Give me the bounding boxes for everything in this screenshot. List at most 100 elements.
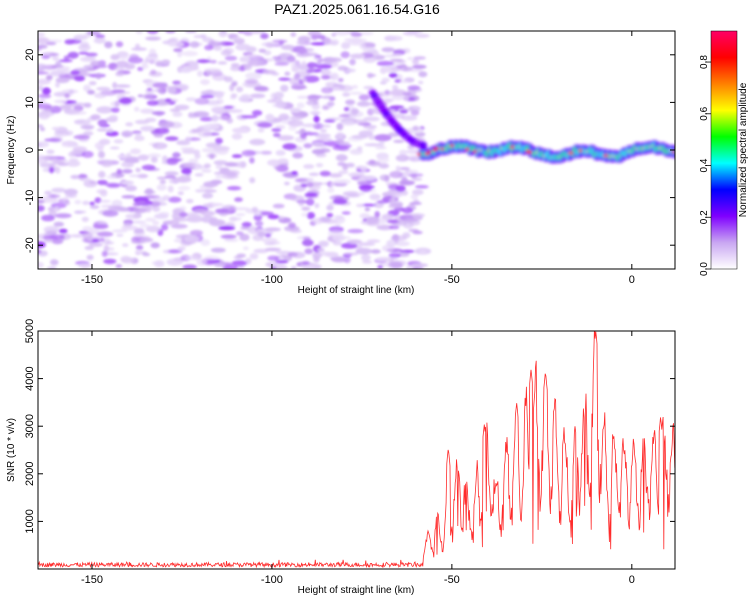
noise-blob (257, 127, 265, 133)
noise-blob (116, 233, 124, 237)
noise-blobs (38, 31, 432, 269)
noise-blob (125, 122, 134, 127)
noise-blob (351, 108, 359, 115)
noise-blob (165, 136, 179, 141)
noise-blob (347, 228, 364, 234)
colorbar-tick-label: 0.6 (699, 106, 710, 120)
noise-blob (296, 41, 306, 45)
noise-blob (303, 75, 320, 83)
noise-blob (96, 189, 108, 194)
noise-blob (364, 143, 382, 147)
noise-blob (152, 205, 161, 212)
noise-blob (284, 71, 291, 76)
noise-blob (210, 216, 218, 223)
noise-blob (278, 113, 290, 121)
noise-blob (156, 176, 167, 180)
noise-blob (58, 228, 68, 234)
y-tick-label: 2000 (24, 462, 36, 486)
noise-blob (387, 132, 400, 138)
colorbar-tick-label: 0.4 (699, 158, 710, 172)
noise-blob (84, 246, 94, 250)
noise-blob (239, 161, 247, 169)
noise-blob (41, 214, 55, 222)
noise-blob (85, 52, 98, 57)
noise-blob (108, 114, 118, 121)
noise-blob (96, 231, 114, 237)
noise-blob (204, 44, 214, 51)
noise-blob (204, 261, 215, 266)
noise-blob (74, 102, 85, 106)
noise-blob (132, 207, 148, 214)
noise-blob (55, 81, 60, 88)
noise-blob (55, 77, 70, 84)
noise-blob (135, 167, 141, 173)
y-tick-label: -20 (24, 237, 36, 253)
noise-blob (412, 177, 423, 181)
noise-blob (124, 63, 136, 70)
noise-blob (345, 99, 356, 105)
noise-blob (291, 251, 306, 259)
noise-blob (39, 127, 46, 132)
noise-blob (168, 86, 177, 94)
noise-blob (336, 216, 346, 224)
spectrogram-x-axis-label: Height of straight line (km) (298, 285, 415, 296)
noise-blob (267, 214, 280, 220)
noise-blob (410, 215, 423, 221)
noise-blob (357, 181, 372, 186)
noise-blob (319, 170, 331, 177)
noise-blob (172, 111, 183, 117)
noise-blob (319, 124, 332, 128)
noise-blob (71, 111, 87, 115)
noise-blob (277, 158, 289, 165)
noise-blob (254, 212, 262, 216)
noise-blob (249, 177, 256, 184)
noise-blob (215, 137, 223, 145)
noise-blob (45, 41, 57, 46)
noise-blob (302, 239, 314, 247)
noise-blob (50, 202, 67, 209)
noise-blob (92, 223, 109, 230)
noise-blob (51, 187, 66, 193)
noise-blob (231, 154, 243, 159)
noise-blob (56, 65, 71, 72)
noise-blob (413, 56, 426, 60)
noise-blob (161, 59, 171, 65)
noise-blob (101, 161, 113, 168)
noise-blob (408, 105, 421, 113)
noise-blob (157, 143, 166, 148)
noise-blob (149, 48, 157, 56)
noise-blob (348, 172, 365, 178)
noise-blob (74, 119, 91, 125)
noise-blob (97, 179, 108, 185)
noise-blob (82, 226, 94, 231)
noise-blob (55, 166, 61, 174)
noise-blob (101, 250, 108, 257)
noise-blob (376, 199, 390, 204)
noise-blob (390, 235, 407, 242)
noise-blob (407, 173, 424, 178)
noise-blob (145, 36, 162, 41)
noise-blob (210, 91, 226, 95)
noise-blob (194, 153, 201, 160)
noise-blob (234, 217, 242, 221)
noise-blob (215, 175, 223, 179)
noise-blob (189, 229, 203, 236)
noise-blob (151, 111, 166, 116)
noise-blob (329, 182, 335, 188)
noise-blob (168, 196, 182, 203)
noise-blob (267, 255, 280, 261)
noise-blob (200, 239, 211, 247)
noise-blob (365, 216, 380, 224)
noise-blob (244, 78, 259, 84)
noise-blob (226, 109, 243, 113)
y-tick-label: 1000 (24, 509, 36, 533)
noise-blob (402, 96, 410, 101)
noise-blob (179, 206, 187, 211)
noise-blob (306, 212, 316, 220)
noise-blob (227, 186, 242, 191)
noise-blob (68, 158, 79, 162)
noise-blob (320, 75, 331, 80)
noise-blob (177, 185, 191, 191)
noise-blob (172, 80, 181, 85)
noise-blob (83, 84, 91, 92)
